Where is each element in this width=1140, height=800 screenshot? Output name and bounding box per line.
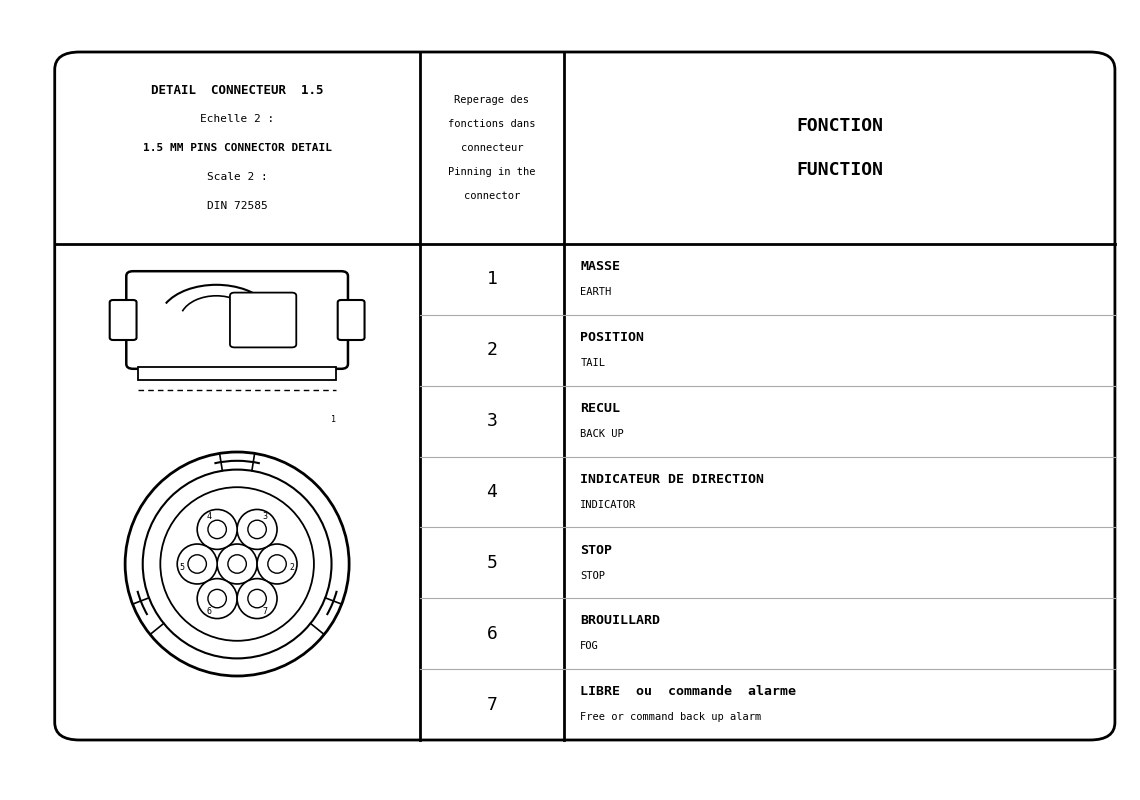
Text: 5: 5 [179,563,185,573]
Ellipse shape [258,544,298,584]
Text: LIBRE  ou  commande  alarme: LIBRE ou commande alarme [580,686,796,698]
Text: 3: 3 [262,512,267,521]
Text: MASSE: MASSE [580,260,620,273]
Ellipse shape [188,554,206,574]
Text: FOG: FOG [580,642,598,651]
Text: Free or command back up alarm: Free or command back up alarm [580,712,762,722]
Ellipse shape [177,544,217,584]
Text: Echelle 2 :: Echelle 2 : [200,114,275,124]
Ellipse shape [125,452,349,676]
Text: 5: 5 [487,554,497,572]
Text: 7: 7 [487,695,497,714]
Text: Scale 2 :: Scale 2 : [206,172,268,182]
Text: 4: 4 [487,483,497,501]
Text: DIN 72585: DIN 72585 [206,201,268,210]
Ellipse shape [237,510,277,550]
Ellipse shape [207,520,227,538]
Text: TAIL: TAIL [580,358,605,368]
Text: 7: 7 [262,607,267,616]
FancyBboxPatch shape [55,52,1115,740]
Text: STOP: STOP [580,570,605,581]
FancyBboxPatch shape [230,293,296,347]
Text: Reperage des: Reperage des [455,95,529,105]
Text: STOP: STOP [580,544,612,557]
Ellipse shape [247,520,267,538]
Ellipse shape [217,544,258,584]
Text: 1: 1 [331,415,335,425]
Ellipse shape [207,590,227,608]
Ellipse shape [197,510,237,550]
Text: 6: 6 [207,607,212,616]
Ellipse shape [247,590,267,608]
Bar [138,367,336,380]
Text: INDICATOR: INDICATOR [580,500,636,510]
Text: 1.5 MM PINS CONNECTOR DETAIL: 1.5 MM PINS CONNECTOR DETAIL [142,143,332,153]
Text: FONCTION: FONCTION [796,117,884,134]
Ellipse shape [268,554,286,574]
Text: 4: 4 [207,512,212,521]
FancyBboxPatch shape [127,271,348,369]
Ellipse shape [197,578,237,618]
Text: Pinning in the: Pinning in the [448,167,536,177]
Text: FUNCTION: FUNCTION [796,162,884,179]
Text: connecteur: connecteur [461,143,523,153]
Text: 2: 2 [290,563,295,573]
Text: 3: 3 [487,412,497,430]
Ellipse shape [228,554,246,574]
Text: BACK UP: BACK UP [580,429,624,439]
Text: fonctions dans: fonctions dans [448,119,536,129]
Text: 1: 1 [487,270,497,289]
Ellipse shape [237,578,277,618]
Text: 2: 2 [487,342,497,359]
Ellipse shape [142,470,332,658]
FancyBboxPatch shape [337,300,365,340]
Text: 6: 6 [487,625,497,642]
Text: DETAIL  CONNECTEUR  1.5: DETAIL CONNECTEUR 1.5 [150,84,324,97]
Text: BROUILLARD: BROUILLARD [580,614,660,627]
FancyBboxPatch shape [109,300,137,340]
Text: POSITION: POSITION [580,331,644,344]
Ellipse shape [161,487,314,641]
Text: INDICATEUR DE DIRECTION: INDICATEUR DE DIRECTION [580,473,764,486]
Text: EARTH: EARTH [580,287,611,297]
Text: connector: connector [464,191,520,201]
Text: RECUL: RECUL [580,402,620,415]
